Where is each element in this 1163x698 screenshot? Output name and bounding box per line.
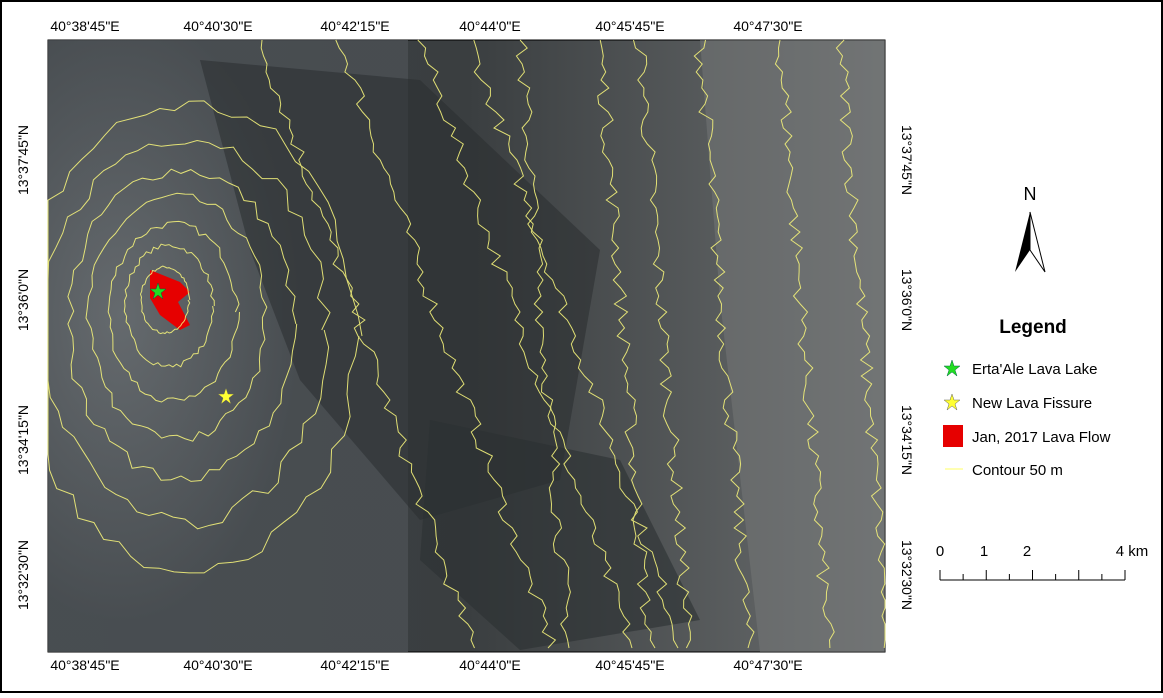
north-label: N: [1024, 184, 1037, 204]
longitude-label: 40°42'15"E: [320, 18, 389, 34]
legend-label: Jan, 2017 Lava Flow: [972, 429, 1111, 446]
scale-label: 2: [1023, 543, 1031, 560]
latitude-label: 13°37'45"N: [15, 125, 31, 195]
longitude-label: 40°45'45"E: [595, 18, 664, 34]
legend-symbol: [943, 425, 963, 447]
longitude-label: 40°47'30"E: [733, 657, 802, 673]
latitude-label: 13°32'30"N: [899, 540, 915, 610]
latitude-label: 13°34'15"N: [899, 405, 915, 475]
legend-title: Legend: [999, 317, 1067, 338]
longitude-label: 40°44'0"E: [459, 657, 521, 673]
longitude-label: 40°47'30"E: [733, 18, 802, 34]
legend-label: Contour 50 m: [972, 462, 1063, 479]
longitude-label: 40°38'45"E: [50, 657, 119, 673]
longitude-label: 40°45'45"E: [595, 657, 664, 673]
longitude-label: 40°40'30"E: [183, 657, 252, 673]
latitude-label: 13°36'0"N: [899, 269, 915, 331]
latitude-label: 13°37'45"N: [899, 125, 915, 195]
longitude-label: 40°38'45"E: [50, 18, 119, 34]
map-image: [48, 40, 885, 652]
scale-label: 1: [980, 543, 988, 560]
longitude-label: 40°42'15"E: [320, 657, 389, 673]
longitude-label: 40°40'30"E: [183, 18, 252, 34]
legend-label: New Lava Fissure: [972, 395, 1092, 412]
scale-label: 4 km: [1116, 543, 1149, 560]
longitude-label: 40°44'0"E: [459, 18, 521, 34]
latitude-label: 13°36'0"N: [15, 269, 31, 331]
latitude-label: 13°32'30"N: [15, 540, 31, 610]
map-page: N Legend Erta'Ale Lava Lake New Lava Fis…: [0, 0, 1163, 693]
legend-label: Erta'Ale Lava Lake: [972, 361, 1097, 378]
latitude-label: 13°34'15"N: [15, 405, 31, 475]
scale-label: 0: [936, 543, 944, 560]
